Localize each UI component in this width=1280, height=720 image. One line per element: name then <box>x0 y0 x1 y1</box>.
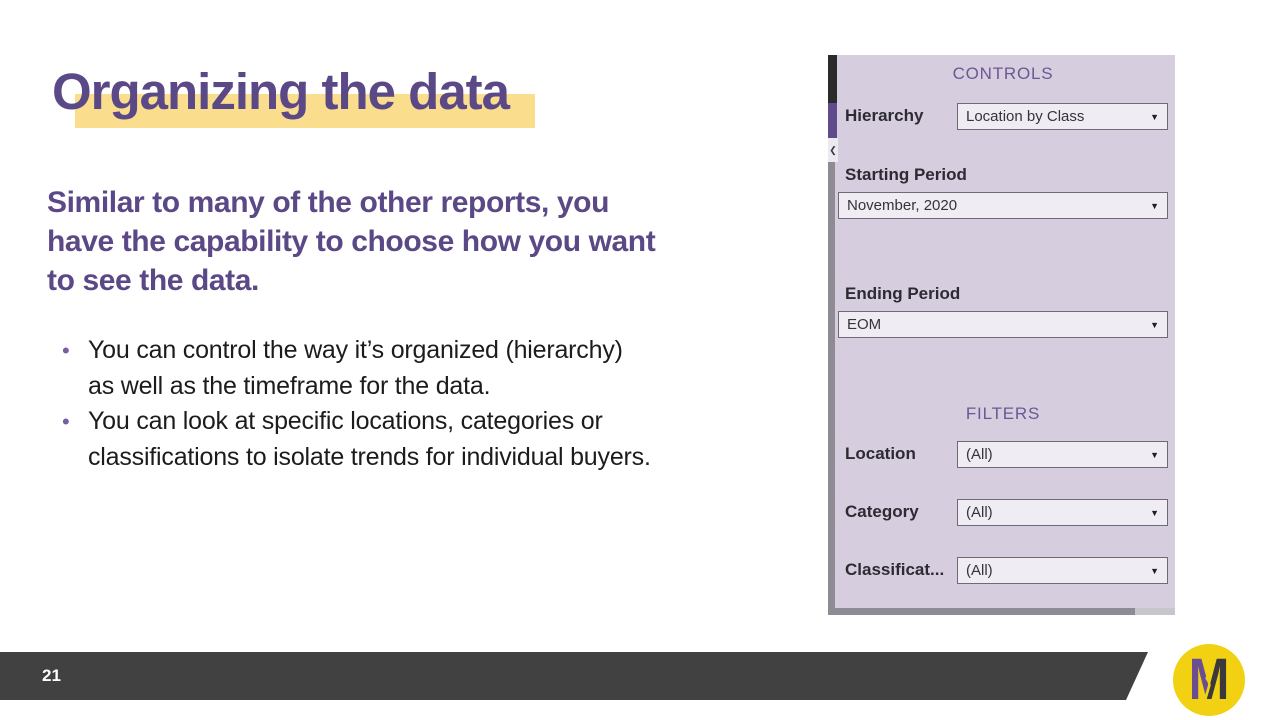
bullet-icon: • <box>62 409 70 434</box>
panel-edge-dark <box>828 55 837 103</box>
category-filter-value: (All) <box>966 504 993 521</box>
bullet-list: • You can control the way it’s organized… <box>62 333 654 475</box>
page-title: Organizing the data <box>52 63 510 120</box>
chevron-down-icon: ▼ <box>1150 319 1159 330</box>
footer-bar: 21 <box>0 652 1148 700</box>
starting-period-label: Starting Period <box>845 165 967 184</box>
scrollbar-thumb[interactable] <box>1135 608 1175 615</box>
starting-period-dropdown-value: November, 2020 <box>847 197 958 214</box>
chevron-down-icon: ▼ <box>1150 200 1159 211</box>
page-number: 21 <box>42 666 61 685</box>
controls-heading: CONTROLS <box>952 64 1054 83</box>
hierarchy-label: Hierarchy <box>845 106 924 125</box>
category-filter-dropdown[interactable]: (All) ▼ <box>957 499 1168 526</box>
list-item: • You can look at specific locations, ca… <box>62 404 654 475</box>
hierarchy-dropdown[interactable]: Location by Class ▼ <box>957 103 1168 130</box>
intro-paragraph: Similar to many of the other reports, yo… <box>47 186 656 297</box>
ending-period-dropdown[interactable]: EOM ▼ <box>838 311 1168 338</box>
classification-filter-dropdown[interactable]: (All) ▼ <box>957 557 1168 584</box>
chevron-down-icon: ▼ <box>1150 111 1159 122</box>
panel-edge-gray <box>828 162 835 608</box>
classification-filter-value: (All) <box>966 562 993 579</box>
location-filter-dropdown[interactable]: (All) ▼ <box>957 441 1168 468</box>
controls-panel: ❮ CONTROLS Hierarchy Location by Class ▼… <box>828 55 1175 615</box>
collapse-arrow-icon[interactable]: ❮ <box>828 138 838 162</box>
classification-filter-label: Classificat... <box>845 560 945 579</box>
hierarchy-dropdown-value: Location by Class <box>966 108 1085 125</box>
chevron-down-icon: ▼ <box>1150 565 1159 576</box>
bullet-icon: • <box>62 338 70 363</box>
location-filter-value: (All) <box>966 446 993 463</box>
horizontal-scrollbar[interactable] <box>828 608 1175 615</box>
location-filter-label: Location <box>845 444 916 463</box>
brand-logo: M M <box>1173 644 1245 716</box>
title-highlight-bar <box>75 94 535 128</box>
bullet-text: You can look at specific locations, cate… <box>88 407 651 471</box>
category-filter-label: Category <box>845 502 919 521</box>
panel-edge-purple <box>828 103 837 138</box>
bullet-text: You can control the way it’s organized (… <box>88 336 623 400</box>
filters-heading: FILTERS <box>965 404 1041 423</box>
chevron-down-icon: ▼ <box>1150 449 1159 460</box>
ending-period-label: Ending Period <box>845 284 961 303</box>
list-item: • You can control the way it’s organized… <box>62 333 654 404</box>
ending-period-dropdown-value: EOM <box>847 316 882 333</box>
chevron-down-icon: ▼ <box>1150 507 1159 518</box>
starting-period-dropdown[interactable]: November, 2020 ▼ <box>838 192 1168 219</box>
